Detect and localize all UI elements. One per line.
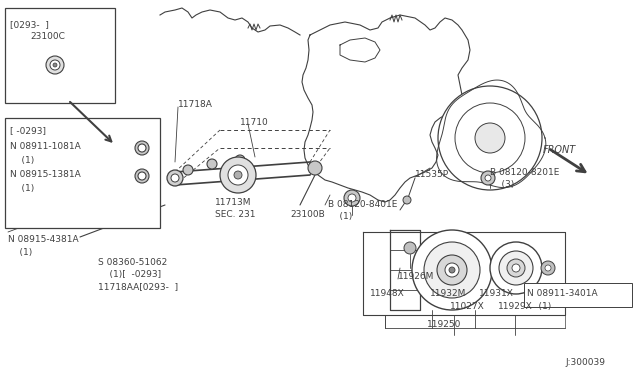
Circle shape <box>46 56 64 74</box>
Circle shape <box>455 103 525 173</box>
Text: B 08120-8401E: B 08120-8401E <box>328 200 397 209</box>
Text: 119250: 119250 <box>427 320 461 329</box>
Circle shape <box>499 251 533 285</box>
Circle shape <box>344 190 360 206</box>
Text: (1): (1) <box>10 184 35 193</box>
Circle shape <box>135 169 149 183</box>
Circle shape <box>183 165 193 175</box>
Text: 23100B: 23100B <box>290 210 324 219</box>
Text: 11027X: 11027X <box>450 302 484 311</box>
Circle shape <box>445 263 459 277</box>
Circle shape <box>207 159 217 169</box>
FancyBboxPatch shape <box>5 8 115 103</box>
Circle shape <box>485 175 491 181</box>
Text: (1): (1) <box>527 302 551 311</box>
Text: 11535P: 11535P <box>415 170 449 179</box>
Circle shape <box>541 261 555 275</box>
Circle shape <box>438 86 542 190</box>
Text: (3): (3) <box>490 180 515 189</box>
Text: 11926M: 11926M <box>398 272 435 281</box>
Circle shape <box>220 157 256 193</box>
Circle shape <box>424 242 480 298</box>
Circle shape <box>167 170 183 186</box>
Circle shape <box>403 196 411 204</box>
Text: 11948X: 11948X <box>370 289 404 298</box>
Text: (1)[  -0293]: (1)[ -0293] <box>98 270 161 279</box>
Circle shape <box>138 144 146 152</box>
Circle shape <box>135 141 149 155</box>
Text: N 08911-3401A: N 08911-3401A <box>527 289 598 298</box>
Text: 23100C: 23100C <box>30 32 65 41</box>
Text: 11718A: 11718A <box>178 100 213 109</box>
Text: J:300039: J:300039 <box>565 358 605 367</box>
Circle shape <box>308 161 322 175</box>
Text: 11931X: 11931X <box>479 289 514 298</box>
Text: [0293-  ]: [0293- ] <box>10 20 49 29</box>
Circle shape <box>507 259 525 277</box>
Circle shape <box>490 242 542 294</box>
Circle shape <box>234 171 242 179</box>
Text: SEC. 231: SEC. 231 <box>215 210 255 219</box>
Circle shape <box>475 123 505 153</box>
Circle shape <box>235 155 245 165</box>
Circle shape <box>228 165 248 185</box>
Text: (1): (1) <box>10 156 35 165</box>
Text: N 08915-1381A: N 08915-1381A <box>10 170 81 179</box>
Circle shape <box>53 63 57 67</box>
Text: 11932M: 11932M <box>430 289 467 298</box>
Circle shape <box>50 60 60 70</box>
Circle shape <box>512 264 520 272</box>
Text: 11718AA[0293-  ]: 11718AA[0293- ] <box>98 282 178 291</box>
Circle shape <box>437 255 467 285</box>
Text: N 08915-4381A: N 08915-4381A <box>8 235 79 244</box>
Circle shape <box>449 267 455 273</box>
Circle shape <box>348 194 356 202</box>
Circle shape <box>404 242 416 254</box>
Text: S 08360-51062: S 08360-51062 <box>98 258 167 267</box>
FancyBboxPatch shape <box>5 118 160 228</box>
Text: 11713M: 11713M <box>215 198 252 207</box>
Text: FRONT: FRONT <box>543 145 576 155</box>
Circle shape <box>545 265 551 271</box>
Circle shape <box>171 174 179 182</box>
FancyBboxPatch shape <box>524 283 632 307</box>
Text: 11710: 11710 <box>240 118 269 127</box>
Text: N 08911-1081A: N 08911-1081A <box>10 142 81 151</box>
Text: B 08120-8201E: B 08120-8201E <box>490 168 559 177</box>
Circle shape <box>412 230 492 310</box>
Circle shape <box>138 172 146 180</box>
Text: [ -0293]: [ -0293] <box>10 126 46 135</box>
Text: 11929X: 11929X <box>498 302 532 311</box>
Text: (1): (1) <box>8 248 32 257</box>
Text: (1): (1) <box>328 212 352 221</box>
Circle shape <box>481 171 495 185</box>
